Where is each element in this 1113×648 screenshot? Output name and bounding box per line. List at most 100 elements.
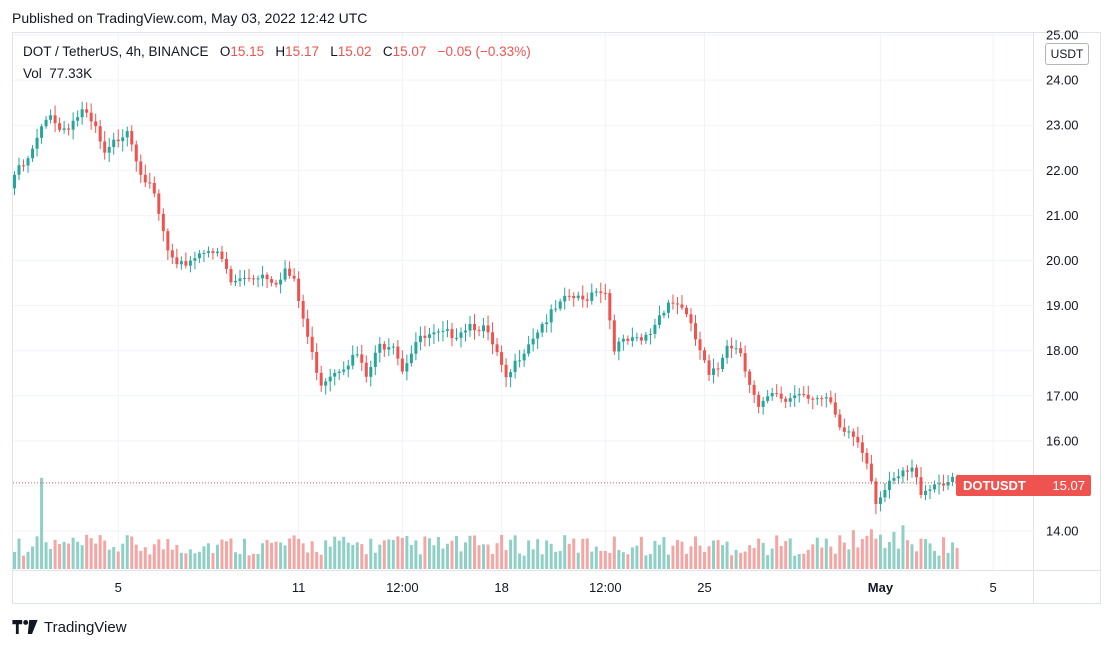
candle-body — [680, 304, 684, 308]
volume-bar — [441, 548, 445, 569]
candle-body — [373, 352, 377, 367]
candle-body — [806, 394, 810, 399]
volume-bar — [360, 544, 364, 569]
volume-bar — [220, 539, 224, 569]
candle-body — [567, 295, 571, 297]
volume-bar — [17, 538, 21, 569]
volume-bar — [793, 555, 797, 569]
candle-body — [545, 322, 549, 325]
volume-bar — [811, 544, 815, 569]
footer[interactable]: TradingView — [12, 616, 127, 638]
chart-frame[interactable] — [12, 32, 1101, 604]
volume-legend: Vol 77.33K — [23, 66, 92, 81]
candle-body — [594, 291, 598, 293]
candle-body — [157, 193, 161, 214]
currency-button[interactable]: USDT — [1045, 43, 1089, 65]
volume-bar — [666, 554, 670, 569]
candle-body — [942, 483, 946, 486]
volume-bar — [951, 542, 955, 569]
candle-body — [689, 314, 693, 324]
candle-body — [233, 280, 237, 283]
candle-body — [937, 483, 941, 485]
last-price-tag: DOTUSDT 15.07 — [956, 475, 1091, 496]
volume-bar — [274, 541, 278, 569]
candle-body — [427, 334, 431, 338]
candle-body — [89, 112, 93, 122]
candle-body — [874, 481, 878, 504]
volume-bar — [599, 550, 603, 569]
volume-bar — [887, 541, 891, 569]
candle-body — [698, 339, 702, 351]
volume-bar — [585, 538, 589, 569]
volume-bar — [671, 545, 675, 569]
candle-body — [369, 366, 373, 377]
volume-bar — [94, 543, 98, 569]
candle-body — [405, 363, 409, 372]
candle-body — [94, 121, 98, 127]
candle-body — [644, 334, 648, 341]
candle-body — [351, 354, 355, 366]
candle-body — [238, 278, 242, 281]
candle-body — [130, 131, 134, 145]
volume-bar — [35, 536, 39, 569]
candle-body — [549, 309, 553, 323]
volume-bar — [175, 544, 179, 569]
volume-bar — [725, 541, 729, 569]
candle-body — [224, 258, 228, 269]
candle-body — [842, 427, 846, 432]
volume-bar — [319, 554, 323, 569]
volume-bar — [468, 535, 472, 569]
candle-body — [288, 268, 292, 276]
volume-bar — [355, 542, 359, 569]
candle-body — [202, 252, 206, 254]
volume-bar — [62, 541, 66, 569]
volume-bar — [49, 548, 53, 569]
volume-bar — [905, 540, 909, 569]
volume-bar — [391, 540, 395, 569]
volume-bar — [572, 538, 576, 569]
candle-body — [337, 371, 341, 373]
volume-bar — [247, 555, 251, 569]
candle-body — [188, 260, 192, 266]
candle-body — [252, 278, 256, 280]
volume-bar — [847, 549, 851, 569]
x-tick-label: 18 — [494, 580, 508, 595]
y-tick-label: 19.00 — [1046, 298, 1079, 313]
volume-bar — [188, 549, 192, 569]
candle-body — [152, 183, 156, 194]
candle-body — [328, 376, 332, 382]
candle-body — [148, 182, 152, 184]
candle-body — [531, 338, 535, 345]
candle-body — [648, 333, 652, 335]
change-value: −0.05 (−0.33%) — [437, 44, 531, 59]
candle-body — [716, 368, 720, 370]
volume-bar — [878, 534, 882, 569]
candle-body — [901, 470, 905, 477]
volume-bar — [197, 551, 201, 569]
candle-body — [53, 115, 57, 124]
candle-body — [757, 394, 761, 407]
candle-body — [666, 302, 670, 313]
x-tick-label: 11 — [292, 580, 306, 595]
candle-body — [581, 295, 585, 300]
x-tick-label: 5 — [990, 580, 997, 595]
volume-bar — [432, 545, 436, 569]
candle-body — [536, 332, 540, 339]
volume-bar — [184, 553, 188, 569]
y-tick-label: 23.00 — [1046, 118, 1079, 133]
y-tick-label: 16.00 — [1046, 433, 1079, 448]
volume-bar — [179, 552, 183, 569]
symbol-label[interactable]: DOT / TetherUS, 4h, BINANCE — [23, 44, 209, 59]
volume-bar — [243, 538, 247, 569]
candle-body — [811, 398, 815, 400]
candle-body — [662, 312, 666, 316]
volume-bar — [635, 545, 639, 569]
volume-bar — [270, 542, 274, 569]
volume-bar — [896, 548, 900, 569]
volume-bar — [112, 546, 116, 569]
candle-body — [860, 442, 864, 453]
volume-bar — [910, 544, 914, 569]
volume-bar — [608, 552, 612, 569]
candle-body — [878, 497, 882, 504]
